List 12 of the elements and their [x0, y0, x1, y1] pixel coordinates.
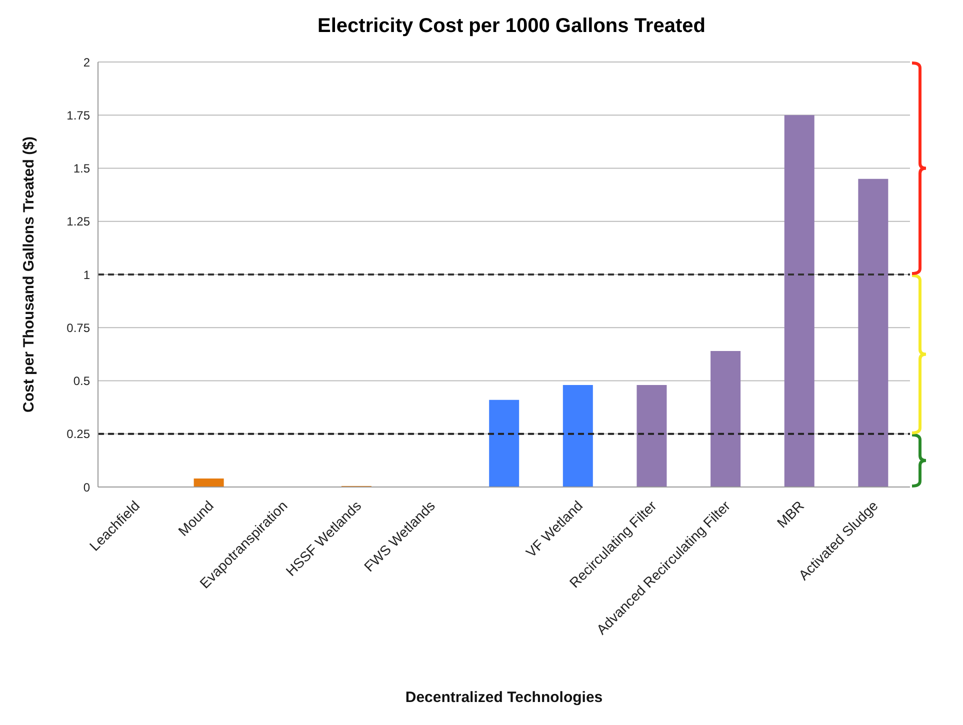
y-tick-label: 1.75 — [66, 108, 90, 122]
y-tick-label: 0.5 — [73, 374, 90, 388]
y-tick-label: 1.5 — [73, 162, 90, 176]
y-tick-label: 2 — [83, 55, 90, 70]
y-tick-label: 0 — [83, 480, 90, 494]
x-axis-title: Decentralized Technologies — [405, 689, 603, 706]
y-tick-label: 1.25 — [66, 214, 90, 229]
y-axis-title: Cost per Thousand Gallons Treated ($) — [20, 136, 38, 412]
y-tick-label: 0.25 — [66, 427, 90, 442]
y-tick-label: 1 — [83, 268, 90, 282]
chart-title: Electricity Cost per 1000 Gallons Treated — [316, 14, 706, 39]
y-tick-label: 0.75 — [66, 320, 90, 335]
